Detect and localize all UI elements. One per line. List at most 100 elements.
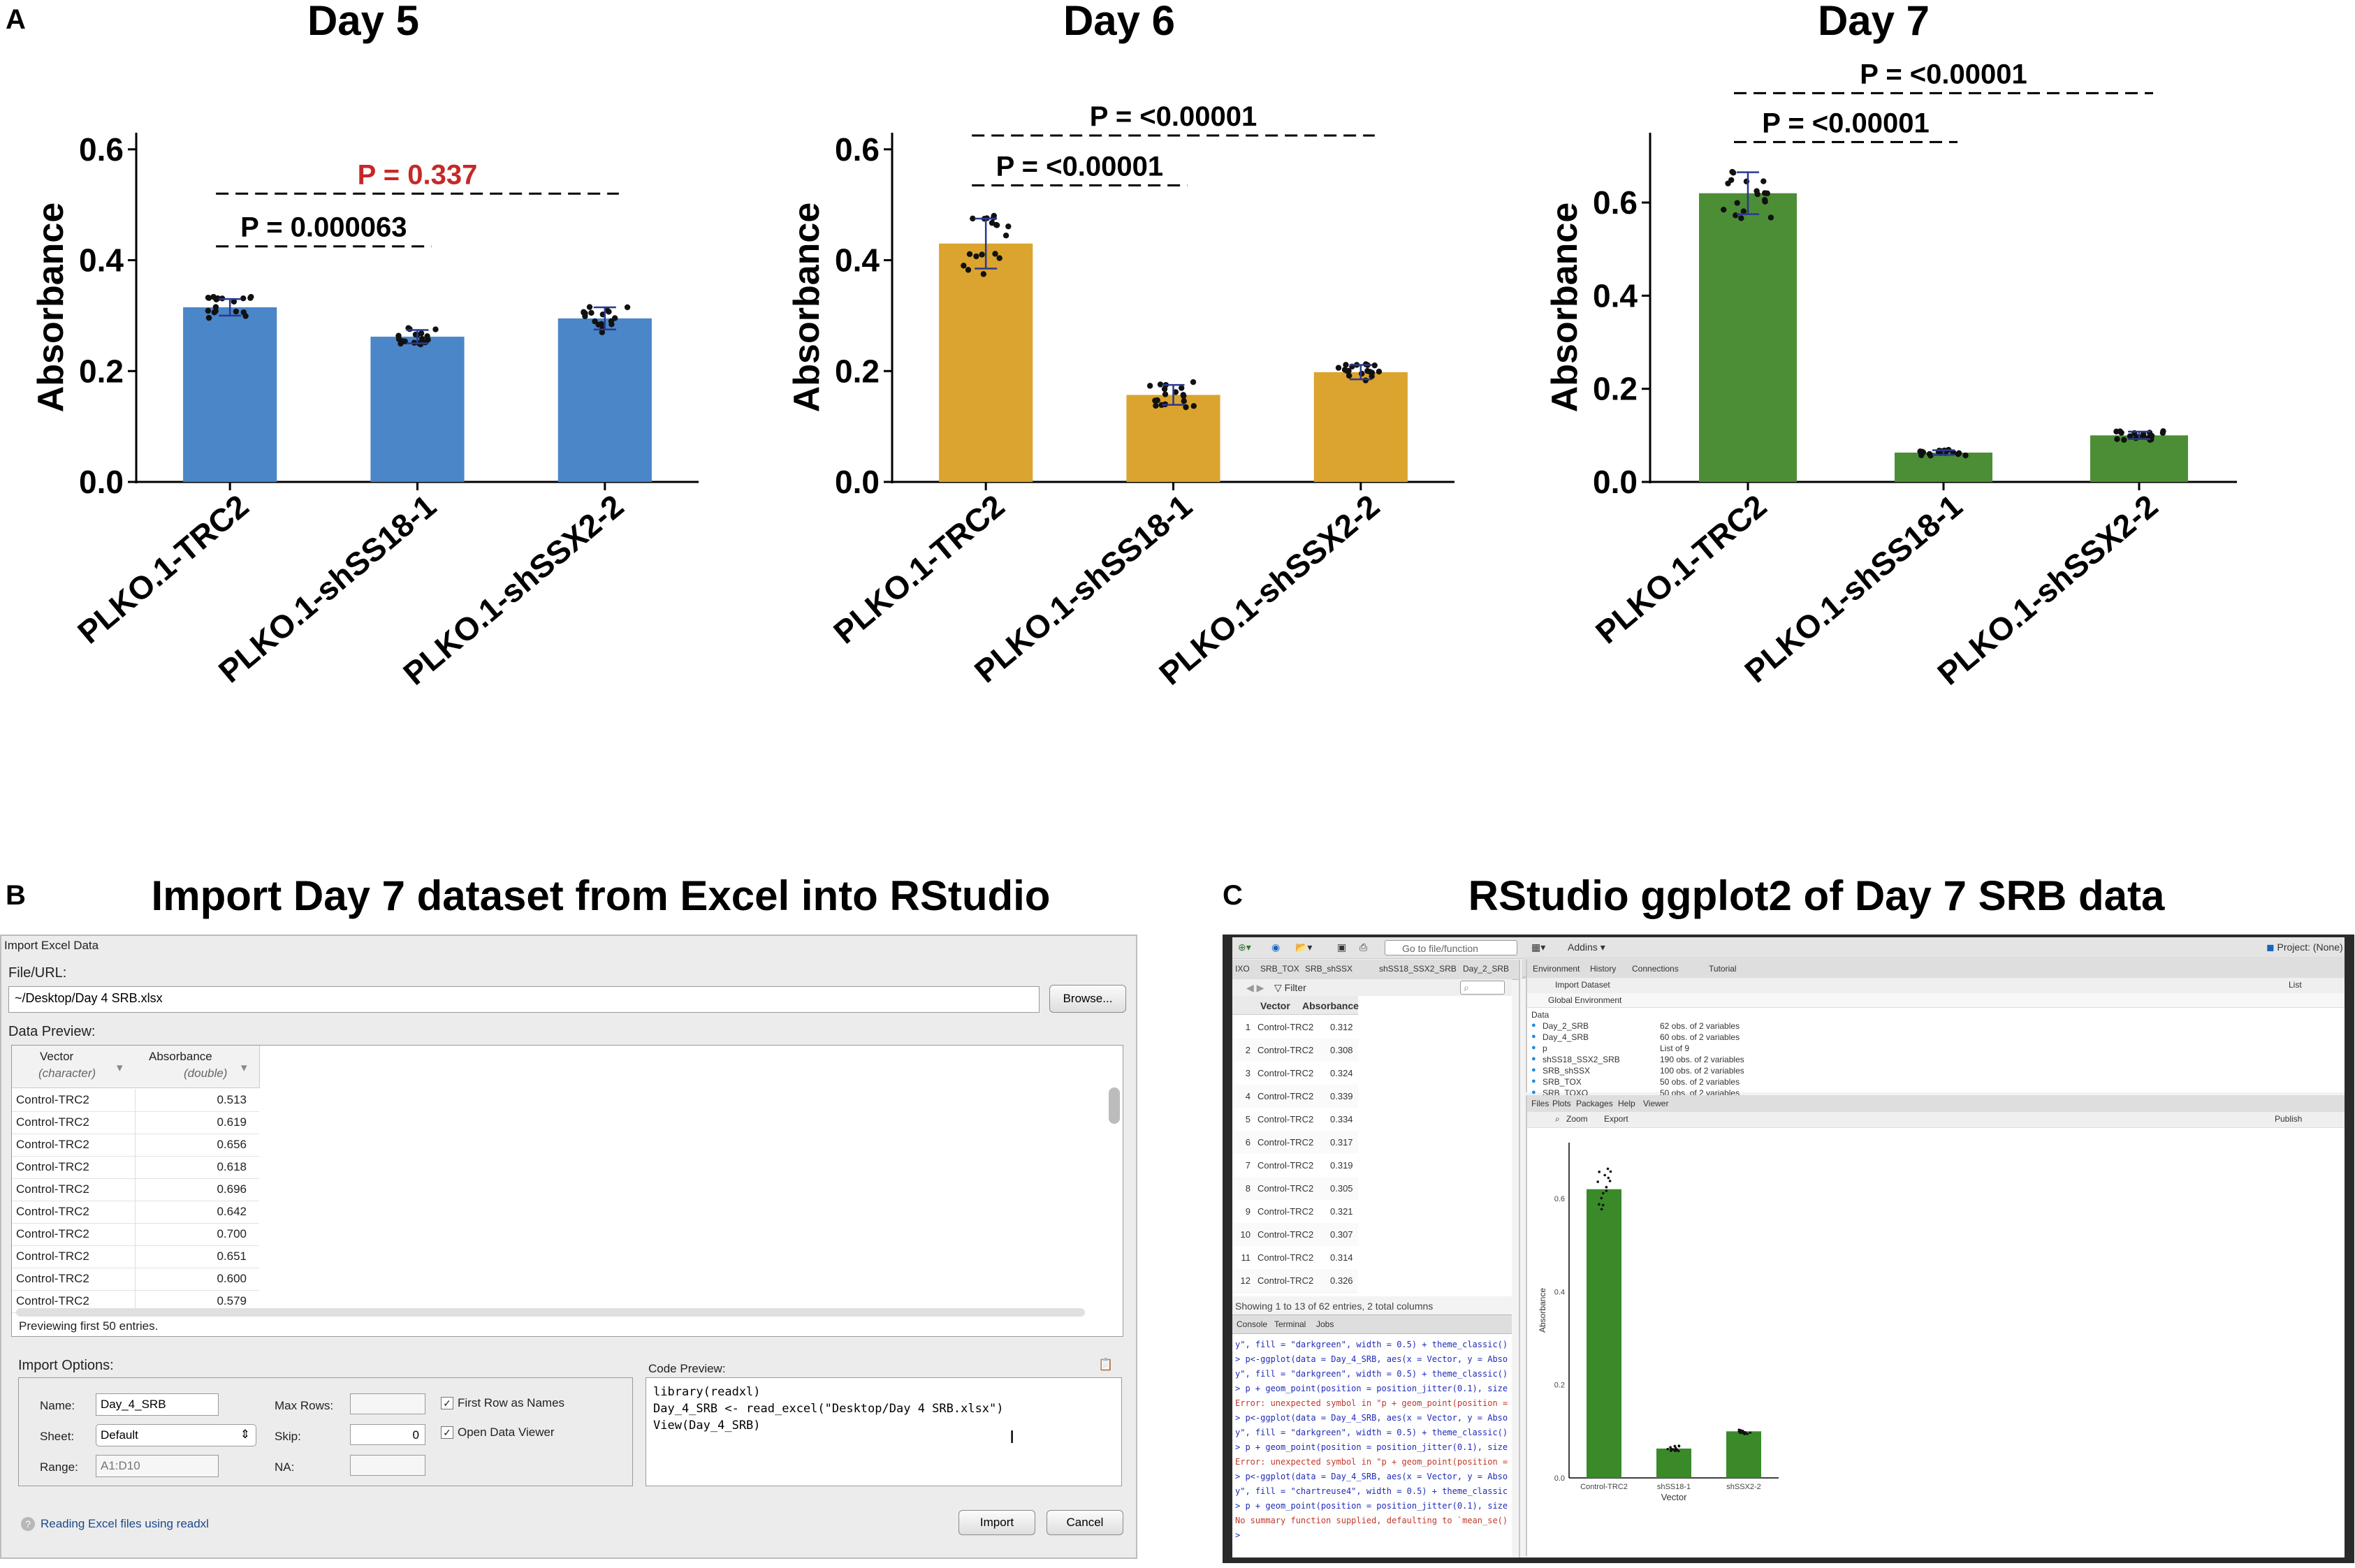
filter-button[interactable]: ▽ Filter: [1274, 982, 1306, 994]
bar: [1126, 395, 1220, 482]
table-header-vector[interactable]: Vector: [1260, 1000, 1290, 1011]
scrollbar-thumb[interactable]: [1109, 1087, 1120, 1124]
chevron-down-icon[interactable]: ▾: [117, 1061, 123, 1074]
table-row[interactable]: 7 Control-TRC2 0.319: [1232, 1154, 1358, 1178]
console-output[interactable]: y", fill = "darkgreen", width = 0.5) + t…: [1232, 1334, 1512, 1556]
back-arrow-icon[interactable]: ◀ ▶: [1246, 982, 1264, 993]
source-tab[interactable]: SRB_shSSX: [1305, 964, 1353, 974]
skip-input[interactable]: 0: [350, 1424, 425, 1445]
max-rows-input[interactable]: [350, 1393, 425, 1414]
data-point: [240, 295, 247, 302]
files-tab[interactable]: Plots: [1552, 1099, 1571, 1108]
first-row-names-checkbox[interactable]: ✓ First Row as Names: [441, 1396, 564, 1410]
p-value-label: P = <0.00001: [1090, 101, 1257, 132]
data-point: [248, 293, 254, 300]
project-menu[interactable]: ◼ Project: (None): [2266, 941, 2343, 953]
row-number: 4: [1245, 1091, 1251, 1101]
y-tick-label: 0.6: [835, 131, 880, 168]
open-data-viewer-checkbox[interactable]: ✓ Open Data Viewer: [441, 1426, 555, 1439]
addins-menu[interactable]: Addins ▾: [1568, 941, 1605, 953]
source-tab[interactable]: shSS18_SSX2_SRB: [1379, 964, 1457, 974]
expand-icon[interactable]: ●: [1531, 1032, 1536, 1041]
horizontal-scrollbar[interactable]: [16, 1308, 1085, 1317]
files-tab[interactable]: Viewer: [1643, 1099, 1669, 1108]
env-row[interactable]: ● SRB_shSSX 100 obs. of 2 variables: [1527, 1066, 2345, 1077]
print-icon[interactable]: ⎙: [1359, 941, 1368, 953]
source-tab[interactable]: IXO: [1235, 964, 1250, 974]
source-tab[interactable]: Day_2_SRB: [1463, 964, 1510, 974]
zoom-icon[interactable]: ⌕: [1555, 1114, 1560, 1124]
browse-button[interactable]: Browse...: [1049, 985, 1126, 1013]
expand-icon[interactable]: ●: [1531, 1088, 1536, 1097]
expand-icon[interactable]: ●: [1531, 1077, 1536, 1085]
data-point: [2121, 437, 2127, 443]
env-row[interactable]: ● shSS18_SSX2_SRB 190 obs. of 2 variables: [1527, 1055, 2345, 1066]
env-tab[interactable]: Environment: [1533, 964, 1580, 974]
help-icon: ?: [21, 1517, 35, 1531]
source-tab[interactable]: SRB_TOX: [1260, 964, 1299, 974]
files-tab[interactable]: Packages: [1576, 1099, 1613, 1108]
import-button[interactable]: Import: [958, 1510, 1035, 1535]
expand-icon[interactable]: ●: [1531, 1066, 1536, 1074]
open-file-icon[interactable]: 📂▾: [1295, 941, 1313, 953]
console-tab[interactable]: Jobs: [1316, 1319, 1334, 1329]
table-row[interactable]: 9 Control-TRC2 0.321: [1232, 1200, 1358, 1224]
grid-icon[interactable]: ▦▾: [1531, 941, 1546, 953]
save-icon[interactable]: ▣: [1337, 941, 1347, 953]
expand-icon[interactable]: ●: [1531, 1055, 1536, 1063]
table-row[interactable]: 5 Control-TRC2 0.334: [1232, 1108, 1358, 1131]
env-tab[interactable]: Tutorial: [1709, 964, 1737, 974]
clipboard-icon[interactable]: 📋: [1098, 1358, 1114, 1371]
p-value-label: P = 0.337: [358, 159, 478, 190]
env-tab[interactable]: History: [1590, 964, 1617, 974]
table-header-absorbance[interactable]: Absorbance: [1302, 1000, 1359, 1011]
data-preview-grid[interactable]: Vector (character) ▾ Absorbance (double)…: [11, 1045, 1123, 1337]
export-button[interactable]: Export: [1604, 1114, 1628, 1124]
expand-icon[interactable]: ●: [1531, 1043, 1536, 1052]
zoom-button[interactable]: Zoom: [1566, 1114, 1588, 1124]
table-row[interactable]: 2 Control-TRC2 0.308: [1232, 1039, 1358, 1062]
goto-file-input[interactable]: Go to file/function: [1402, 943, 1478, 954]
data-viewer-table[interactable]: Vector Absorbance 1 Control-TRC2 0.312 2 Con…: [1232, 996, 1512, 1296]
column-header-vector[interactable]: Vector (character) ▾: [12, 1046, 136, 1088]
data-point: [422, 339, 428, 346]
chevron-down-icon[interactable]: ▾: [241, 1061, 247, 1074]
env-row[interactable]: ● Day_2_SRB 62 obs. of 2 variables: [1527, 1021, 2345, 1032]
file-url-input[interactable]: ~/Desktop/Day 4 SRB.xlsx: [8, 986, 1040, 1013]
plots-pane: Files Plots Packages Help Viewer ⌕ Zoom Export P…: [1526, 1095, 2345, 1556]
import-dataset-button[interactable]: Import Dataset: [1555, 980, 1610, 990]
env-row[interactable]: ● p List of 9: [1527, 1043, 2345, 1055]
table-row: Control-TRC2 0.642: [12, 1201, 259, 1224]
table-row[interactable]: 1 Control-TRC2 0.312: [1232, 1016, 1358, 1039]
range-input[interactable]: [96, 1455, 219, 1477]
files-tab[interactable]: Help: [1618, 1099, 1635, 1108]
name-input[interactable]: Day_4_SRB: [96, 1393, 219, 1416]
table-row[interactable]: 3 Control-TRC2 0.324: [1232, 1062, 1358, 1085]
column-header-absorbance[interactable]: Absorbance (double) ▾: [135, 1046, 260, 1088]
data-point: [1359, 370, 1365, 377]
search-input[interactable]: ⌕: [1460, 981, 1505, 995]
table-row[interactable]: 4 Control-TRC2 0.339: [1232, 1085, 1358, 1108]
table-row[interactable]: 12 Control-TRC2 0.326: [1232, 1269, 1358, 1293]
global-env-selector[interactable]: Global Environment: [1527, 993, 2345, 1008]
table-row[interactable]: 6 Control-TRC2 0.317: [1232, 1131, 1358, 1155]
sheet-select[interactable]: Default ⇕: [96, 1424, 256, 1446]
publish-button[interactable]: Publish: [2275, 1114, 2303, 1124]
env-row[interactable]: ● Day_4_SRB 60 obs. of 2 variables: [1527, 1032, 2345, 1043]
expand-icon[interactable]: ●: [1531, 1021, 1536, 1030]
na-input[interactable]: [350, 1455, 425, 1476]
table-row[interactable]: 11 Control-TRC2 0.314: [1232, 1246, 1358, 1270]
help-link[interactable]: ? Reading Excel files using readxl: [21, 1517, 209, 1531]
list-view-toggle[interactable]: List: [2289, 980, 2302, 990]
table-row[interactable]: 10 Control-TRC2 0.307: [1232, 1223, 1358, 1247]
env-tab[interactable]: Connections: [1632, 964, 1679, 974]
console-tab[interactable]: Terminal: [1274, 1319, 1306, 1329]
files-tab[interactable]: Files: [1531, 1099, 1550, 1108]
console-tab[interactable]: Console: [1237, 1319, 1268, 1329]
cell-vector: Control-TRC2: [16, 1205, 89, 1218]
env-row[interactable]: ● SRB_TOX 50 obs. of 2 variables: [1527, 1077, 2345, 1088]
open-project-icon[interactable]: ◉: [1271, 941, 1281, 953]
new-file-icon[interactable]: ⊕▾: [1238, 941, 1251, 953]
cancel-button[interactable]: Cancel: [1047, 1510, 1123, 1535]
table-row[interactable]: 8 Control-TRC2 0.305: [1232, 1177, 1358, 1201]
